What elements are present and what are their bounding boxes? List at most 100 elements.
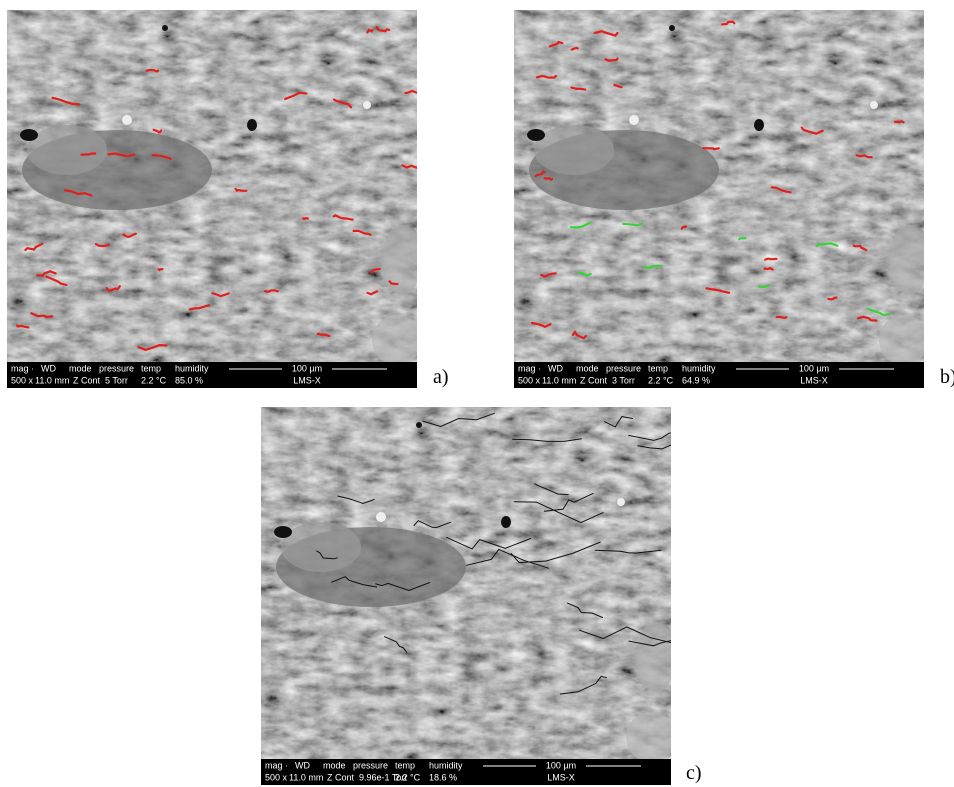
- crack: [366, 290, 379, 296]
- crack: [332, 214, 354, 221]
- crack: [332, 98, 353, 109]
- crack: [24, 242, 44, 252]
- crack: [642, 264, 663, 270]
- crack: [105, 285, 121, 293]
- pore: [20, 129, 38, 141]
- crack: [535, 74, 558, 79]
- databar-header: pressure: [606, 363, 641, 373]
- databar-header: humidity: [682, 363, 716, 373]
- panel-label: a): [433, 366, 449, 388]
- grain: [889, 225, 924, 295]
- crack: [413, 520, 451, 529]
- crack: [702, 147, 720, 151]
- crack: [800, 126, 824, 135]
- crack: [566, 602, 604, 618]
- crack: [302, 217, 309, 221]
- crack: [628, 432, 671, 441]
- crack: [540, 272, 557, 278]
- bright-grain: [363, 101, 371, 109]
- databar-header: mode: [576, 363, 599, 373]
- databar-header: temp: [395, 760, 415, 770]
- databar-value: Z Cont: [327, 772, 355, 782]
- pore: [274, 526, 292, 538]
- crack: [188, 304, 211, 311]
- micrograph-panel: mag · WD mode pressure temp humidity 500 x 11.0…: [261, 407, 671, 785]
- crack: [571, 330, 587, 340]
- crack: [211, 292, 230, 298]
- crack: [107, 152, 136, 158]
- databar-value: 2.2 °C: [395, 772, 421, 782]
- crack: [122, 232, 137, 239]
- databar-value: 11.0 mm: [289, 772, 323, 782]
- crack: [763, 266, 774, 271]
- databar-header: humidity: [429, 760, 463, 770]
- databar-header: WD: [41, 363, 56, 373]
- panel-label: b): [940, 366, 954, 388]
- databar-header: mode: [323, 760, 346, 770]
- crack: [893, 120, 905, 124]
- databar-header: mag ·: [518, 363, 541, 373]
- crack: [577, 271, 592, 277]
- databar-header: pressure: [99, 363, 134, 373]
- crack: [263, 289, 279, 293]
- bright-grain: [617, 498, 625, 506]
- scale-label: 100 µm: [292, 363, 322, 373]
- crack: [388, 280, 399, 286]
- crack: [145, 68, 160, 73]
- crack: [593, 30, 619, 37]
- bright-grain: [376, 512, 386, 522]
- crack: [331, 576, 378, 588]
- crack: [738, 237, 747, 241]
- crack: [721, 20, 736, 26]
- crack: [234, 187, 248, 192]
- databar-value: 500 x: [518, 375, 541, 385]
- crack: [446, 536, 532, 550]
- detector-label: LMS-X: [547, 772, 575, 782]
- grain: [626, 712, 671, 762]
- data-bar: [514, 362, 924, 388]
- crack: [866, 307, 891, 317]
- scale-label: 100 µm: [799, 363, 829, 373]
- databar-header: WD: [548, 363, 563, 373]
- databar-header: humidity: [175, 363, 209, 373]
- crack: [559, 675, 607, 695]
- detector-label: LMS-X: [800, 375, 828, 385]
- crack: [622, 222, 644, 227]
- crack: [513, 501, 604, 524]
- crack: [827, 296, 838, 301]
- databar-value: 85.0 %: [175, 375, 203, 385]
- crack: [510, 541, 601, 564]
- databar-value: 500 x: [11, 375, 34, 385]
- pore: [416, 422, 422, 428]
- databar-header: mag ·: [11, 363, 34, 373]
- databar-value: Z Cont: [73, 375, 101, 385]
- crack: [512, 438, 582, 442]
- crack: [569, 221, 591, 229]
- data-bar: [7, 362, 417, 388]
- crack: [548, 40, 564, 48]
- databar-value: 3 Torr: [612, 375, 635, 385]
- databar-value: 11.0 mm: [542, 375, 576, 385]
- crack: [94, 243, 110, 248]
- crack: [534, 483, 569, 496]
- crack: [369, 268, 381, 274]
- crack: [543, 492, 594, 512]
- panel-label: c): [686, 762, 702, 784]
- databar-value: 500 x: [265, 772, 288, 782]
- databar-header: pressure: [353, 760, 388, 770]
- crack: [570, 86, 587, 91]
- databar-header: mag ·: [265, 760, 288, 770]
- databar-value: 9.96e-1 Torr: [359, 772, 407, 782]
- crack: [401, 164, 417, 169]
- crack: [63, 189, 93, 197]
- crack: [758, 284, 770, 289]
- crack: [594, 549, 662, 554]
- crack: [570, 46, 579, 51]
- crack: [466, 548, 550, 569]
- pore: [527, 129, 545, 141]
- crack: [375, 25, 391, 33]
- crack: [151, 154, 172, 160]
- crack: [579, 626, 671, 644]
- bright-grain: [870, 101, 878, 109]
